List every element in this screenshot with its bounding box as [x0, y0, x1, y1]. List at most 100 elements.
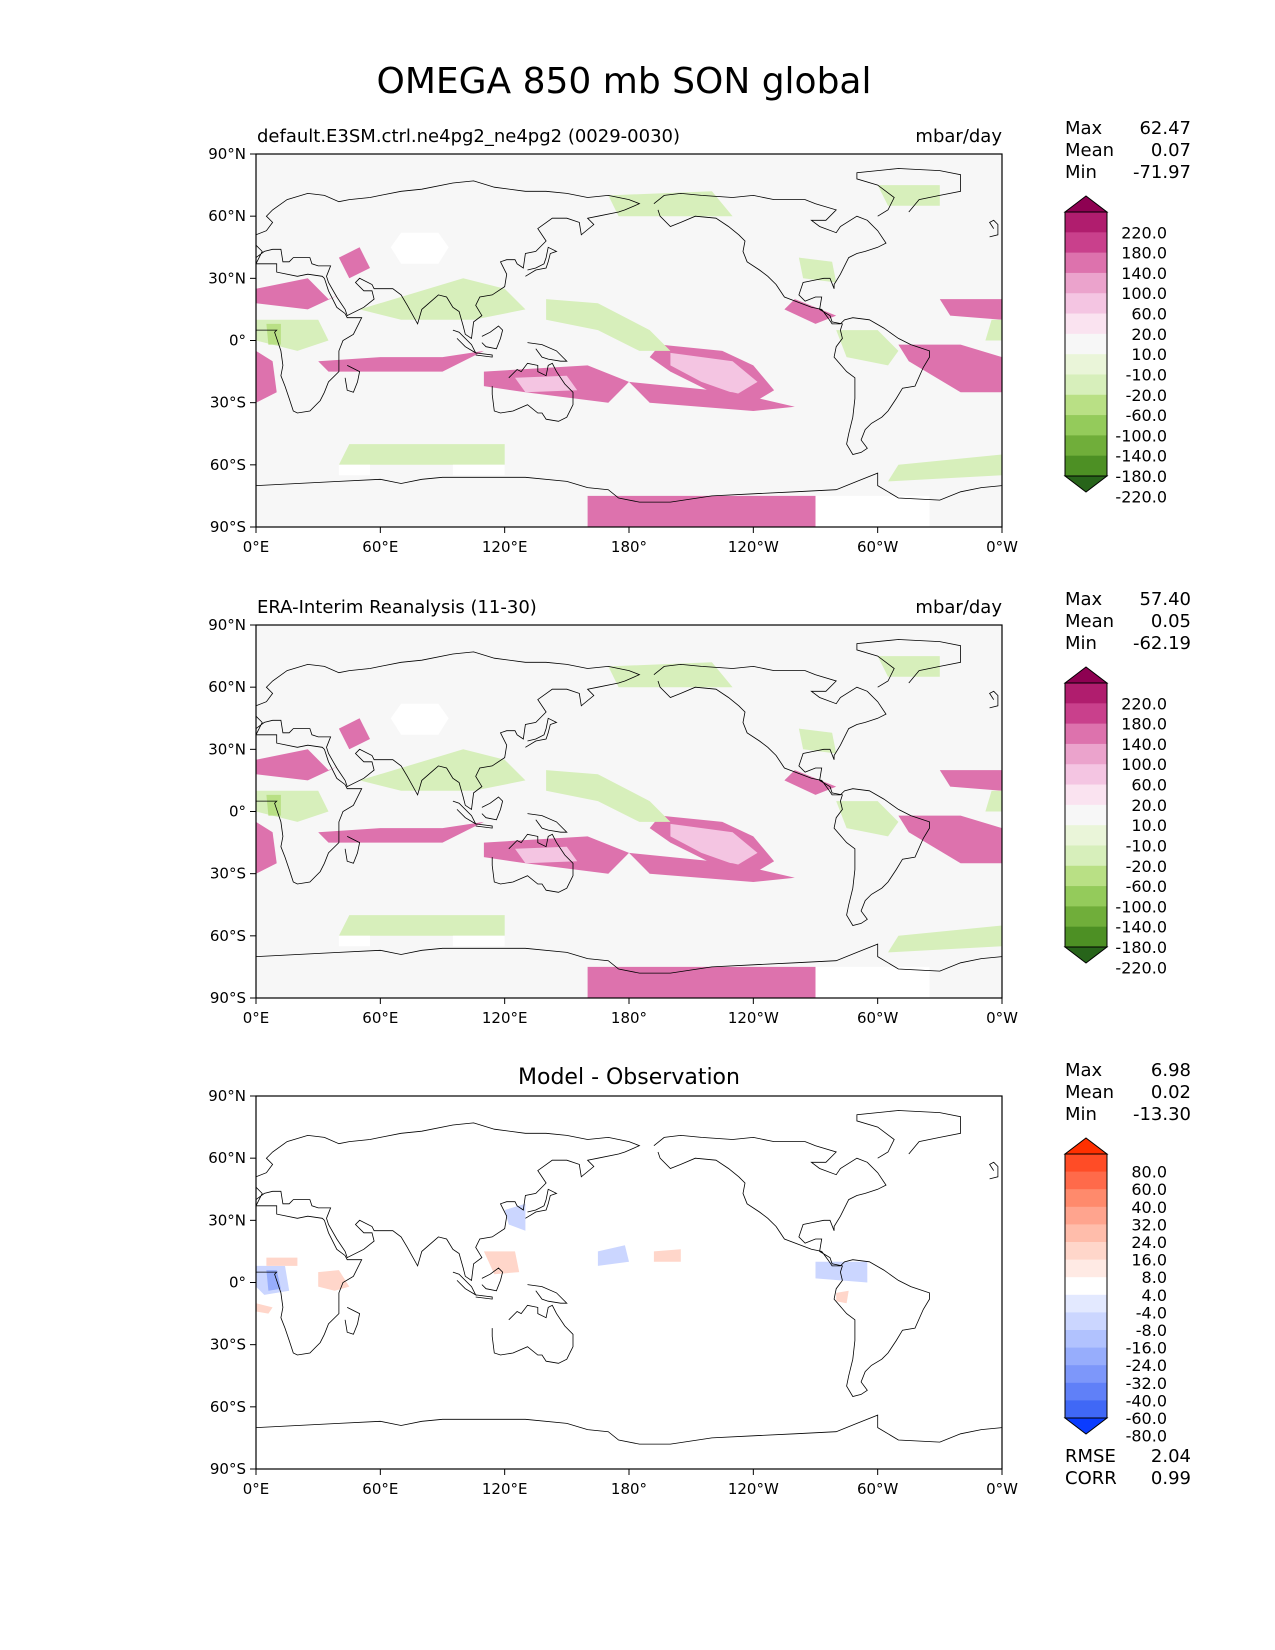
lon-tick-label: 120°W: [728, 538, 779, 556]
coastline: [525, 1188, 558, 1219]
coastline: [256, 180, 641, 340]
colorbar-tick-label: 140.0: [1121, 264, 1167, 283]
lat-tick-label: 30°N: [208, 740, 246, 758]
colorbar-segment: [1065, 435, 1107, 457]
contour-patch: [587, 495, 816, 527]
colorbar-segment: [1065, 415, 1107, 436]
colorbar-tick-label: -220.0: [1115, 487, 1167, 506]
colorbar-segment: [1065, 1277, 1107, 1296]
panel-units: mbar/day: [915, 597, 1002, 618]
colorbar-tick-label: 140.0: [1121, 735, 1167, 754]
coastline: [491, 1304, 574, 1364]
colorbar-tick-label: 100.0: [1121, 755, 1167, 774]
contour-patch: [653, 1249, 681, 1262]
lon-tick-label: 120°E: [482, 1480, 528, 1498]
colorbar-segment: [1065, 703, 1107, 725]
colorbar-extend-top: [1063, 195, 1109, 213]
coastline: [452, 1271, 477, 1296]
contour-patch: [318, 821, 484, 843]
contour-fields: [256, 185, 1002, 527]
coastline: [856, 639, 961, 688]
colorbar-tick-label: 20.0: [1131, 796, 1167, 815]
map-panel-2: 90°N 60°N 30°N 0° 30°S 60°S 90°S 0°E 60°E 120°E 18…: [208, 589, 1191, 1027]
contour-patch: [836, 1290, 849, 1304]
colorbar-segment: [1065, 1312, 1107, 1331]
masked-region: [390, 232, 449, 264]
colorbar-segment: [1065, 1259, 1107, 1278]
coastline: [527, 1284, 568, 1304]
lat-tick-label: 30°S: [210, 1336, 246, 1354]
masked-region: [452, 464, 505, 476]
colorbar-segment: [1065, 1206, 1107, 1225]
contour-patch: [483, 1251, 520, 1275]
colorbar-tick-label: 24.0: [1131, 1233, 1167, 1252]
lon-tick-label: 60°W: [857, 1480, 899, 1498]
coastline: [491, 833, 574, 893]
colorbar-segment: [1065, 1400, 1107, 1419]
stat-value: -71.97: [1133, 162, 1191, 183]
coastline: [256, 1122, 641, 1282]
coastline: [256, 1414, 1002, 1445]
colorbar-tick-label: 10.0: [1131, 345, 1167, 364]
colorbar-tick-label: -100.0: [1115, 426, 1167, 445]
coastline: [256, 943, 1002, 974]
contour-patch: [338, 718, 370, 750]
colorbar-segment: [1065, 252, 1107, 274]
lon-tick-label: 0°W: [986, 538, 1018, 556]
contour-patch: [338, 247, 370, 279]
colorbar-tick-label: -40.0: [1126, 1391, 1167, 1410]
contour-patch: [266, 1270, 281, 1291]
colorbar-tick-label: -100.0: [1115, 897, 1167, 916]
colorbar-frame: [1064, 682, 1108, 948]
contour-patch: [815, 1261, 868, 1283]
coastline: [989, 690, 999, 709]
colorbar-segment: [1065, 845, 1107, 867]
stat-label: Min: [1065, 633, 1097, 654]
colorbar-segment: [1065, 333, 1107, 355]
coastline: [344, 365, 361, 393]
colorbar-segment: [1065, 926, 1107, 948]
masked-region: [452, 935, 505, 947]
colorbar-segment: [1065, 743, 1107, 765]
colorbar-tick-label: -10.0: [1126, 836, 1167, 855]
contour-patch: [504, 1203, 526, 1231]
colorbar-segment: [1065, 825, 1107, 846]
lat-tick-label: 90°N: [208, 1087, 246, 1105]
colorbar-segment: [1065, 313, 1107, 335]
lat-tick-label: 60°S: [210, 456, 246, 474]
colorbar-tick-label: -24.0: [1126, 1356, 1167, 1375]
coastline: [527, 813, 568, 833]
lat-tick-label: 60°N: [208, 207, 246, 225]
coastline: [256, 472, 1002, 503]
colorbar-tick-label: -140.0: [1115, 918, 1167, 937]
colorbar-segment: [1065, 1330, 1107, 1349]
contour-patch: [836, 801, 899, 837]
lon-tick-label: 120°W: [728, 1480, 779, 1498]
colorbar-frame: [1064, 1153, 1108, 1419]
colorbar-tick-label: 40.0: [1131, 1198, 1167, 1217]
colorbar-tick-label: 60.0: [1131, 305, 1167, 324]
colorbar-segment: [1065, 1171, 1107, 1190]
contour-patch: [877, 656, 940, 677]
contour-patch: [784, 770, 837, 795]
colorbar-tick-label: -60.0: [1126, 877, 1167, 896]
coastline: [527, 342, 568, 362]
coastlines: [256, 168, 1002, 503]
contour-patch: [608, 662, 733, 688]
lon-tick-label: 0°W: [986, 1480, 1018, 1498]
colorbar-extend-bottom: [1063, 946, 1109, 964]
footer-stat-value: 2.04: [1151, 1446, 1191, 1467]
coastline: [344, 836, 361, 864]
contour-patch: [939, 770, 1002, 791]
lon-tick-label: 0°E: [243, 1480, 270, 1498]
coastline: [256, 1205, 363, 1356]
colorbar-tick-label: -20.0: [1126, 386, 1167, 405]
colorbar-tick-label: 100.0: [1121, 284, 1167, 303]
lat-tick-label: 90°N: [208, 616, 246, 634]
colorbar-tick-label: -20.0: [1126, 857, 1167, 876]
colorbar-extend-top: [1063, 1137, 1109, 1155]
lat-tick-label: 90°S: [210, 989, 246, 1007]
stat-value: 6.98: [1151, 1060, 1191, 1081]
